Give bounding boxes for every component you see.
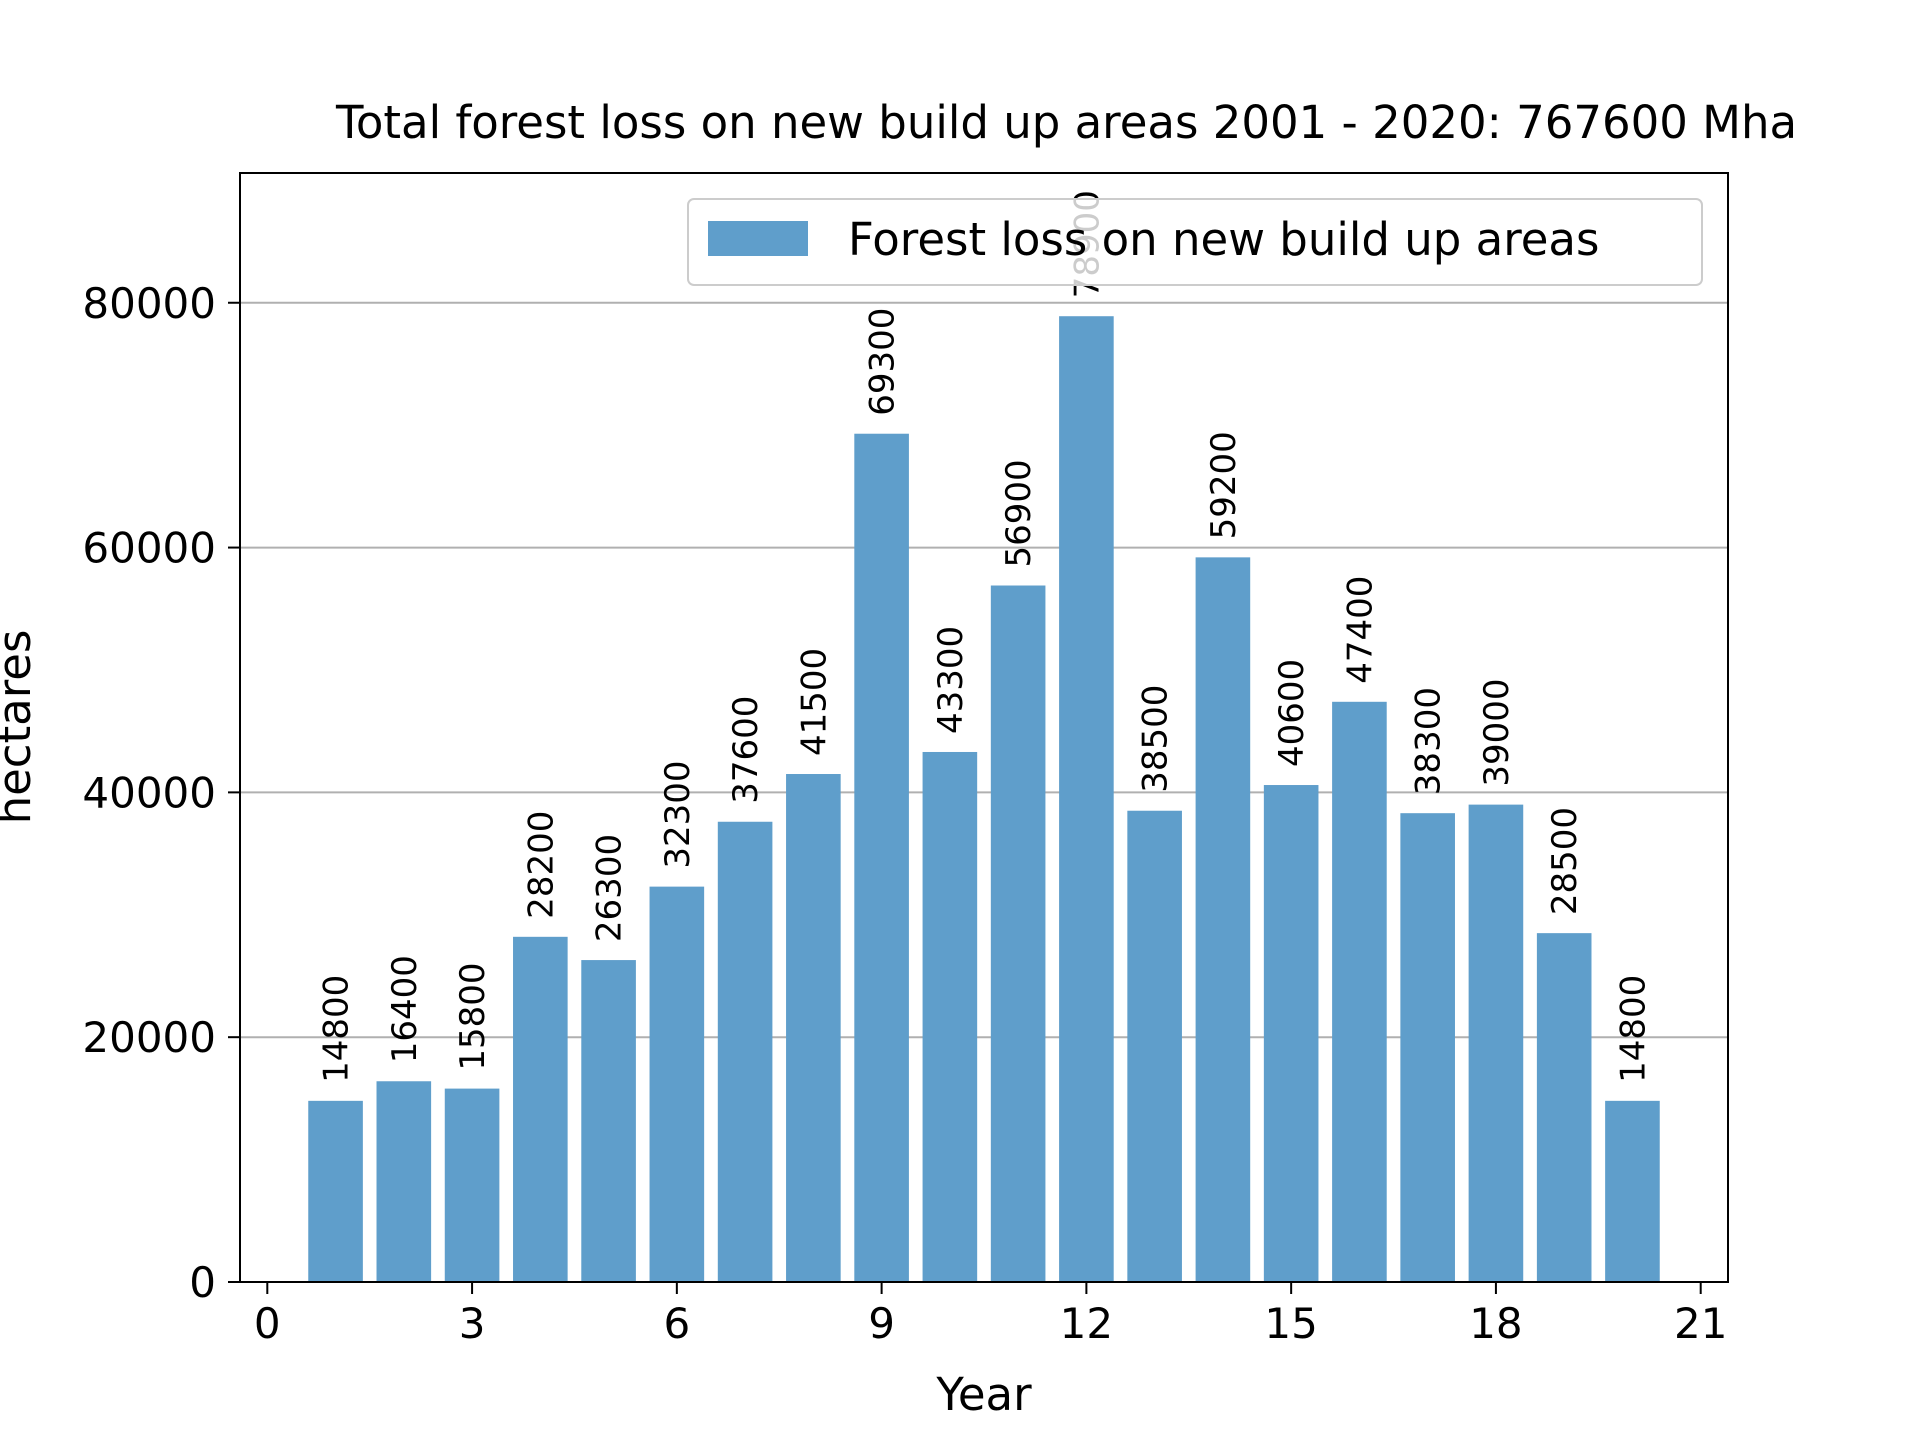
data-label-20: 14800: [1613, 975, 1653, 1083]
bar-17: [1400, 813, 1455, 1282]
x-tick-label: 21: [1674, 1299, 1727, 1348]
bar-4: [513, 936, 568, 1282]
bar-12: [1059, 316, 1114, 1283]
legend-frame: [687, 198, 1703, 286]
data-label-11: 56900: [999, 459, 1039, 567]
data-label-5: 26300: [590, 834, 630, 942]
x-tick-label: 9: [868, 1299, 895, 1348]
data-label-19: 28500: [1545, 807, 1585, 915]
x-axis-ticks: 0 3 6 9 12 15 18 21: [254, 1282, 1727, 1348]
chart-title: Total forest loss on new build up areas …: [335, 96, 1797, 149]
y-axis-ticks: 0 20000 40000 60000 80000: [82, 279, 240, 1307]
bar-10: [922, 751, 978, 1282]
x-tick-label: 15: [1264, 1299, 1317, 1348]
data-label-13: 38500: [1136, 685, 1176, 793]
data-labels: 14800 16400 15800 28200 26300 32300 37600 41500…: [317, 190, 1654, 1083]
x-tick-label: 12: [1060, 1299, 1113, 1348]
bar-14: [1195, 557, 1251, 1282]
data-label-4: 28200: [521, 811, 561, 919]
data-label-1: 14800: [317, 975, 357, 1083]
data-label-6: 32300: [658, 760, 698, 868]
data-label-15: 40600: [1272, 659, 1312, 767]
plot-frame: [239, 172, 1729, 1283]
y-tick-label: 20000: [82, 1013, 216, 1062]
y-tick-label: 0: [189, 1258, 216, 1307]
data-label-7: 37600: [726, 696, 766, 804]
data-label-10: 43300: [931, 626, 971, 734]
bar-16: [1332, 701, 1387, 1282]
bar-5: [581, 960, 636, 1282]
bar-18: [1468, 804, 1524, 1282]
bar-8: [786, 774, 841, 1282]
bar-1: [308, 1100, 363, 1282]
y-axis-label: hectares: [0, 630, 41, 825]
bar-11: [990, 585, 1046, 1282]
y-tick-label: 60000: [82, 524, 216, 573]
bar-19: [1536, 933, 1592, 1282]
x-tick-label: 3: [459, 1299, 486, 1348]
legend-label: Forest loss on new build up areas: [848, 213, 1599, 266]
x-tick-label: 18: [1469, 1299, 1522, 1348]
legend-swatch: [708, 221, 808, 256]
data-label-17: 38300: [1409, 687, 1449, 795]
legend: Forest loss on new build up areas: [687, 198, 1703, 286]
y-tick-label: 40000: [82, 768, 216, 817]
data-label-16: 47400: [1340, 576, 1380, 684]
x-tick-label: 0: [254, 1299, 281, 1348]
bar-13: [1127, 810, 1182, 1282]
y-tick-label: 80000: [82, 279, 216, 328]
bar-20: [1605, 1100, 1660, 1282]
data-label-8: 41500: [794, 648, 834, 756]
data-label-2: 16400: [385, 955, 425, 1063]
bar-6: [649, 886, 705, 1282]
bar-15: [1263, 785, 1319, 1282]
x-axis-label: Year: [935, 1368, 1032, 1421]
bar-9: [854, 433, 909, 1282]
data-label-14: 59200: [1204, 431, 1244, 539]
data-label-3: 15800: [453, 962, 493, 1070]
bar-2: [376, 1081, 432, 1282]
bar-3: [444, 1088, 500, 1282]
bars: [308, 316, 1660, 1283]
bar-7: [717, 821, 773, 1282]
data-label-18: 39000: [1477, 678, 1517, 786]
data-label-9: 69300: [863, 308, 903, 416]
x-tick-label: 6: [663, 1299, 690, 1348]
